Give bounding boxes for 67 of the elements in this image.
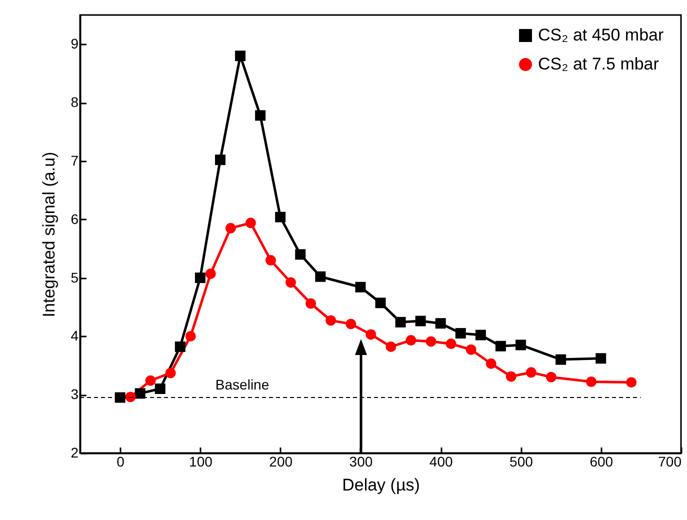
point — [275, 212, 286, 222]
point — [326, 315, 336, 326]
point — [346, 318, 356, 330]
point — [526, 367, 536, 378]
point — [205, 268, 216, 279]
y-tick-label: 4 — [70, 328, 79, 344]
y-tick-label: 6 — [70, 210, 79, 227]
x-tick-label: 700 — [658, 454, 682, 470]
y-tick-label: 3 — [70, 386, 79, 402]
point — [355, 282, 366, 292]
point — [194, 272, 206, 284]
point — [375, 298, 386, 308]
x-tick-label: 500 — [510, 454, 534, 470]
x-tick-label: 300 — [349, 454, 373, 470]
point — [145, 375, 156, 386]
point — [315, 271, 326, 282]
point — [435, 318, 446, 329]
point — [225, 222, 236, 234]
point — [446, 338, 456, 350]
point — [174, 341, 186, 352]
legend-label: CS₂ at 450 mbar — [538, 26, 664, 44]
x-tick-label: 600 — [590, 454, 614, 470]
point — [286, 277, 296, 288]
point — [586, 376, 596, 387]
point — [386, 341, 396, 352]
point — [185, 330, 196, 342]
y-axis-title: Integrated signal (a.u) — [40, 152, 59, 318]
point — [596, 353, 606, 364]
point — [134, 388, 146, 399]
point — [415, 316, 426, 326]
point — [255, 110, 266, 121]
point — [475, 330, 486, 340]
point — [556, 354, 566, 365]
point — [426, 336, 436, 347]
point — [114, 392, 126, 403]
x-tick-label: 100 — [189, 454, 213, 470]
point — [295, 249, 306, 260]
point — [245, 218, 256, 228]
x-tick-label: 400 — [429, 454, 453, 470]
point — [235, 50, 246, 62]
point — [486, 358, 496, 369]
point — [214, 154, 226, 166]
y-tick-label: 7 — [70, 152, 79, 168]
point — [546, 372, 556, 382]
point — [466, 344, 476, 355]
point — [515, 340, 526, 350]
point — [495, 340, 506, 352]
ref-line-label: Baseline — [215, 376, 270, 393]
point — [506, 371, 516, 382]
x-tick-label: 200 — [269, 454, 293, 470]
x-tick-label: 0 — [116, 454, 125, 470]
point — [395, 316, 406, 328]
y-tick-label: 8 — [70, 94, 79, 110]
point — [165, 368, 176, 378]
point — [455, 328, 466, 339]
y-tick-label: 5 — [70, 269, 79, 286]
x-axis-title: Delay (µs) — [342, 476, 420, 494]
point — [125, 392, 136, 402]
point — [366, 329, 376, 340]
point — [265, 255, 276, 266]
point — [306, 298, 316, 309]
legend-label: CS₂ at 7.5 mbar — [538, 54, 660, 74]
point — [626, 377, 637, 388]
y-tick-label: 9 — [70, 36, 79, 52]
y-tick-label: 2 — [70, 444, 79, 460]
point — [406, 335, 416, 346]
point — [154, 384, 166, 394]
